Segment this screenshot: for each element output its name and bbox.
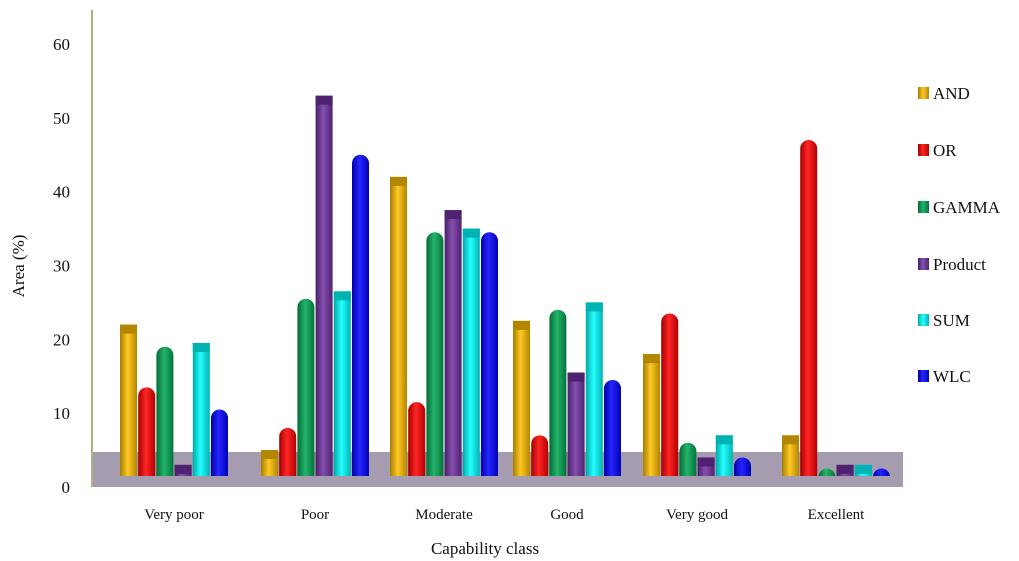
legend-label-gamma: GAMMA — [933, 198, 1001, 217]
bar-and-very-poor — [120, 324, 137, 476]
bar-product-good — [567, 372, 585, 476]
bar-gamma-excellent — [818, 468, 836, 478]
category-label: Moderate — [415, 507, 473, 523]
bar-wlc-moderate — [481, 232, 498, 476]
bar-and-poor — [261, 450, 278, 476]
y-tick-label: 40 — [53, 183, 70, 202]
bar-or-moderate — [408, 402, 426, 476]
bar-sum-poor — [333, 291, 351, 476]
y-tick-label: 30 — [53, 257, 70, 276]
bar-gamma-very-poor — [156, 346, 174, 476]
y-tick-label: 60 — [53, 35, 70, 54]
y-tick-label: 50 — [53, 109, 70, 128]
legend-label-wlc: WLC — [933, 367, 971, 386]
bar-product-very-poor — [174, 464, 192, 476]
bar-sum-very-good — [715, 435, 733, 476]
bar-or-very-good — [661, 313, 679, 476]
legend-swatch-product — [918, 258, 929, 270]
legend-swatch-wlc — [918, 370, 929, 382]
y-axis-title: Area (%) — [9, 235, 28, 298]
bar-wlc-very-poor — [211, 409, 228, 476]
bar-product-poor — [315, 95, 333, 476]
bar-product-excellent — [836, 464, 854, 476]
bar-sum-moderate — [462, 228, 480, 476]
legend: AND OR GAMMA Product SUM WLC — [918, 84, 1001, 386]
bar-or-good — [531, 435, 549, 476]
bar-wlc-very-good — [734, 457, 751, 476]
bar-gamma-moderate — [426, 232, 444, 476]
legend-label-sum: SUM — [933, 311, 970, 330]
y-tick-label: 10 — [53, 404, 70, 423]
bar-sum-good — [585, 302, 603, 476]
category-label: Poor — [301, 507, 329, 523]
bar-and-good — [513, 320, 530, 476]
category-labels: Very poor Poor Moderate Good Very good Excell… — [144, 507, 865, 523]
bar-product-very-good — [697, 457, 715, 476]
x-axis-title: Capability class — [431, 539, 539, 558]
legend-label-or: OR — [933, 141, 957, 160]
category-label: Excellent — [808, 507, 865, 523]
bar-wlc-excellent — [873, 468, 890, 478]
category-label: Good — [550, 507, 584, 523]
legend-swatch-sum — [918, 314, 929, 326]
legend-swatch-gamma — [918, 201, 929, 213]
bar-gamma-very-good — [679, 442, 697, 476]
bar-sum-very-poor — [192, 343, 210, 476]
y-tick-label: 0 — [62, 478, 71, 497]
bar-gamma-good — [549, 309, 567, 476]
legend-swatch-and — [918, 87, 929, 99]
bar-wlc-poor — [352, 154, 369, 476]
y-tick-label: 20 — [53, 330, 70, 349]
category-label: Very good — [666, 507, 729, 523]
bar-product-moderate — [444, 210, 462, 476]
legend-label-and: AND — [933, 84, 970, 103]
bar-and-excellent — [782, 435, 799, 476]
legend-label-product: Product — [933, 255, 986, 274]
bar-gamma-poor — [297, 298, 315, 476]
bar-or-excellent — [800, 139, 818, 476]
y-tick-labels: 0 10 20 30 40 50 60 — [53, 35, 70, 497]
bar-or-very-poor — [138, 387, 156, 476]
bar-or-poor — [279, 427, 297, 476]
bar-sum-excellent — [854, 464, 872, 476]
bars — [120, 95, 890, 478]
category-label: Very poor — [144, 507, 204, 523]
bar-and-moderate — [390, 176, 407, 476]
legend-swatch-or — [918, 144, 929, 156]
bar-wlc-good — [604, 379, 621, 476]
bar-and-very-good — [643, 354, 660, 476]
